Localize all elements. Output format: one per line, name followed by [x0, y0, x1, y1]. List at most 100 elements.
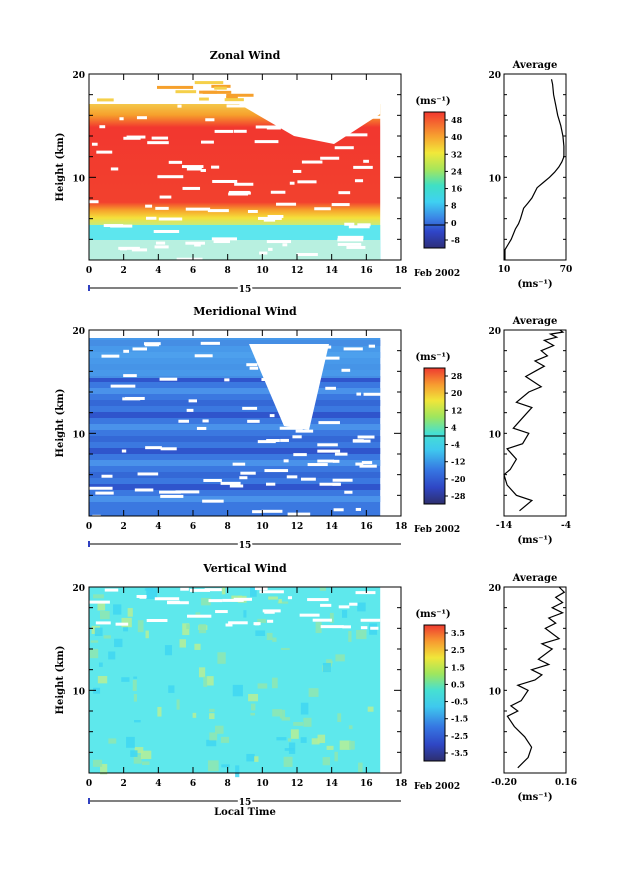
colorbar	[423, 111, 446, 249]
colorbar-tick-label: 3.5	[451, 628, 465, 638]
heatmap-cell	[133, 694, 137, 702]
data-gap	[118, 246, 140, 250]
profile-line	[503, 329, 565, 512]
data-gap	[151, 136, 169, 140]
heatmap-cell	[280, 647, 290, 650]
data-gap	[204, 588, 222, 592]
profile-unit: (ms⁻¹)	[517, 792, 552, 803]
data-gap	[145, 204, 153, 208]
heatmap-cell	[89, 648, 99, 659]
data-gap	[89, 600, 110, 604]
data-gap	[261, 509, 283, 513]
data-gap	[279, 426, 303, 430]
heatmap-cell	[127, 608, 133, 617]
heatmap-cell	[134, 747, 144, 754]
data-gap	[226, 104, 251, 108]
data-gap	[159, 195, 172, 199]
heatmap-cell	[199, 97, 209, 101]
data-gap	[301, 477, 316, 481]
heatmap-cell	[100, 763, 108, 775]
heatmap-cell	[272, 637, 277, 642]
data-gap	[167, 600, 180, 604]
heatmap-cell	[182, 623, 190, 636]
heatmap-cell	[209, 713, 215, 720]
data-gap	[332, 459, 340, 463]
heatmap-cell	[250, 712, 256, 716]
data-gap	[342, 625, 351, 629]
profile-x-tick-label: 10	[498, 265, 511, 275]
x-tick-label: 16	[360, 266, 373, 276]
x-tick-label: 2	[121, 522, 127, 532]
x-tick-label: 8	[225, 522, 231, 532]
heatmap-cell	[198, 667, 206, 678]
heatmap-cell	[250, 703, 256, 711]
heatmap-cell	[348, 725, 353, 730]
date-day-label: 15	[239, 285, 252, 295]
profile-line	[504, 79, 565, 260]
y-axis-label: Height (km)	[55, 646, 66, 715]
data-gap	[95, 621, 111, 625]
data-gap	[334, 452, 348, 456]
heatmap-cell	[175, 90, 197, 94]
data-gap	[180, 587, 189, 591]
data-gap	[337, 235, 364, 239]
data-gap	[320, 625, 344, 629]
profile-x-tick-label: -14	[496, 521, 512, 531]
data-gap	[320, 603, 332, 607]
y-tick-label: 10	[72, 687, 85, 697]
data-gap	[228, 621, 248, 625]
data-gap	[331, 203, 350, 207]
data-gap	[318, 421, 340, 425]
data-gap	[159, 377, 178, 381]
data-gap	[119, 117, 124, 121]
heatmap-cell	[133, 676, 138, 679]
data-gap	[110, 259, 120, 263]
data-gap	[168, 160, 183, 164]
heatmap-band	[89, 448, 381, 454]
y-axis-label: Height (km)	[55, 133, 66, 202]
profile-y-tick-label: 10	[488, 687, 501, 697]
data-gap	[211, 237, 238, 241]
data-gap	[110, 167, 119, 171]
heatmap-cell	[192, 712, 197, 718]
data-gap	[181, 165, 204, 169]
data-gap	[96, 150, 113, 154]
data-gap	[332, 482, 341, 486]
heatmap-cell	[206, 676, 214, 686]
heatmap-cell	[335, 654, 345, 662]
data-gap	[259, 251, 268, 255]
data-gap	[214, 129, 234, 133]
data-gap	[259, 590, 284, 594]
profile-unit: (ms⁻¹)	[517, 279, 552, 290]
data-gap	[187, 614, 212, 618]
data-gap	[276, 202, 297, 206]
data-gap	[123, 349, 130, 353]
heatmap-cell	[276, 737, 287, 741]
data-gap	[213, 240, 230, 244]
data-gap	[122, 397, 141, 401]
x-tick-label: 0	[86, 522, 92, 532]
data-gap	[262, 609, 281, 613]
panel-title: Meridional Wind	[193, 305, 297, 318]
heatmap-cell	[257, 683, 268, 689]
data-gap	[101, 354, 120, 358]
heatmap-cell	[283, 756, 293, 767]
data-gap	[352, 439, 371, 443]
profile-frame	[503, 329, 567, 517]
data-gap	[155, 206, 169, 210]
data-gap	[348, 225, 370, 229]
data-gap	[134, 488, 154, 492]
plot-frame	[88, 329, 402, 517]
heatmap-cell	[319, 587, 327, 591]
heatmap-cell	[132, 679, 137, 691]
heatmap-cell	[232, 684, 243, 697]
heatmap-cell	[255, 630, 266, 636]
profile-title: Average	[512, 60, 558, 71]
data-gap	[312, 618, 332, 622]
data-gap	[182, 186, 201, 190]
data-gap	[177, 104, 182, 108]
data-gap	[307, 598, 329, 602]
profile-y-tick-label: 20	[488, 71, 501, 81]
x-tick-label: 12	[291, 266, 304, 276]
